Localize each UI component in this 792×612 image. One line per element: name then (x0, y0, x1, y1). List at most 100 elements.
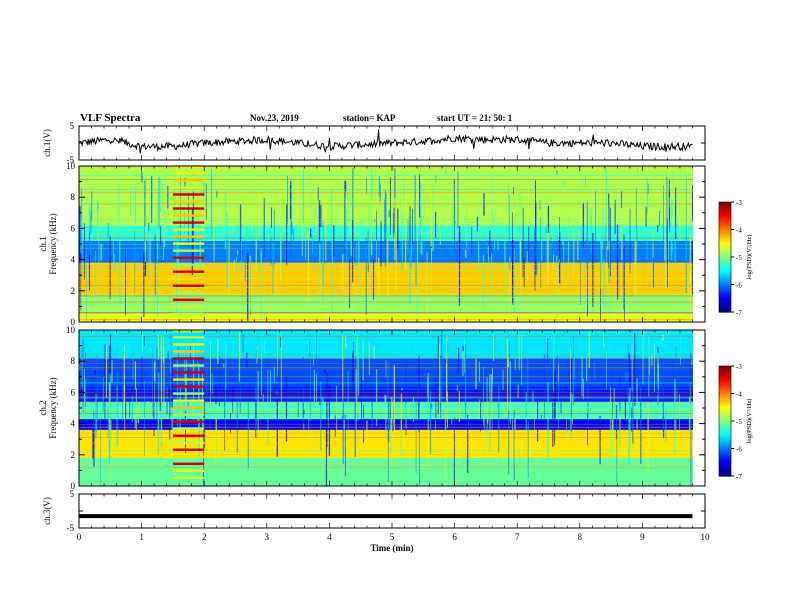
colorbar-step (719, 439, 731, 442)
colorbar-step (719, 231, 731, 234)
colorbar-step (719, 466, 731, 470)
colorbar-step (719, 301, 731, 304)
colorbar-tick-label: -7 (736, 309, 742, 317)
colorbar-tick-label: -4 (736, 227, 742, 235)
colorbar-step (719, 391, 731, 395)
colorbar-step (719, 279, 731, 282)
y-tick-label: 8 (71, 356, 76, 366)
colorbar-step (719, 295, 731, 298)
y-tick-label: 0 (71, 481, 76, 491)
colorbar-step (719, 290, 731, 293)
colorbar-step (719, 299, 731, 302)
colorbar-step (719, 448, 731, 451)
colorbar-step (719, 386, 731, 389)
y-axis-label: ch.2 (38, 400, 48, 415)
colorbar-step (719, 393, 731, 396)
burst-segment (172, 214, 205, 217)
burst-segment (172, 305, 205, 309)
burst-segment (172, 207, 205, 210)
colorbar-tick-label: -5 (736, 418, 742, 426)
colorbar-step (719, 446, 731, 450)
colorbar-step (719, 260, 731, 264)
colorbar-step (719, 227, 731, 231)
x-tick-label: 7 (515, 532, 520, 542)
colorbar-step (719, 465, 731, 468)
colorbar-step (719, 457, 731, 461)
burst-segment (172, 427, 205, 430)
colorbar-step (719, 437, 731, 440)
burst-segment (172, 242, 205, 245)
colorbar-step (719, 284, 731, 287)
colorbar-step (719, 474, 731, 477)
burst-segment (172, 172, 205, 175)
x-tick-label: 9 (640, 532, 645, 542)
colorbar-step (719, 251, 731, 254)
colorbar-step (719, 426, 731, 429)
colorbar-step (719, 209, 731, 212)
colorbar-step (719, 424, 731, 428)
colorbar-step (719, 435, 731, 439)
colorbar-step (719, 222, 731, 225)
blank-stripe (693, 166, 705, 322)
burst-segment (172, 277, 205, 280)
colorbar-step (719, 397, 731, 400)
colorbar-step (719, 413, 731, 417)
spectral-band (79, 240, 693, 263)
y-tick-label: -5 (67, 523, 75, 533)
y-tick-label: 6 (71, 223, 76, 233)
colorbar-step (719, 468, 731, 472)
burst-segment (172, 378, 205, 381)
spectrogram-2 (78, 329, 706, 487)
colorbar-tick-label: -6 (736, 446, 742, 454)
x-tick-label: 1 (139, 532, 144, 542)
y-axis-label: ch.1 (38, 236, 48, 251)
colorbar-step (719, 258, 731, 262)
burst-segment (172, 179, 205, 182)
colorbar-step (719, 399, 731, 402)
burst-segment (172, 357, 205, 360)
colorbar-step (719, 236, 731, 240)
x-tick-label: 3 (265, 532, 270, 542)
colorbar-step (719, 205, 731, 209)
colorbar-step (719, 286, 731, 289)
colorbar-step (719, 382, 731, 385)
colorbar-step (719, 459, 731, 462)
y-tick-label: 10 (66, 325, 76, 335)
burst-segment (172, 186, 205, 189)
burst-segment (172, 193, 205, 196)
colorbar-step (719, 304, 731, 308)
burst-segment (172, 406, 205, 409)
colorbar-step (719, 273, 731, 276)
burst-segment (172, 455, 205, 458)
burst-segment (172, 371, 205, 374)
colorbar-step (719, 214, 731, 218)
colorbar-step (719, 373, 731, 376)
spectral-band (79, 457, 693, 486)
colorbar-step (719, 411, 731, 415)
colorbar-label: log(PSD)(V²/Hz) (746, 399, 753, 444)
colorbar-step (719, 255, 731, 258)
colorbar-step (719, 444, 731, 448)
colorbar-step (719, 271, 731, 275)
colorbar-step (719, 224, 731, 227)
burst-segment (172, 221, 205, 224)
colorbar-tick-label: -4 (736, 391, 742, 399)
colorbar-step (719, 371, 731, 374)
colorbar-step (719, 240, 731, 243)
waveform-frame-3 (78, 493, 706, 529)
y-tick-label: 4 (71, 255, 76, 265)
colorbar-step (719, 388, 731, 391)
burst-segment (172, 385, 205, 388)
colorbar-step (719, 220, 731, 223)
burst-segment (172, 462, 205, 465)
y-tick-label: 8 (71, 192, 76, 202)
colorbar-step (719, 203, 731, 207)
burst-segment (172, 235, 205, 238)
colorbar-step (719, 375, 731, 378)
colorbar-step (719, 282, 731, 286)
x-tick-label: 5 (390, 532, 395, 542)
colorbar-step (719, 202, 731, 205)
station-label: station= KAP (343, 113, 396, 123)
colorbar-step (719, 384, 731, 387)
